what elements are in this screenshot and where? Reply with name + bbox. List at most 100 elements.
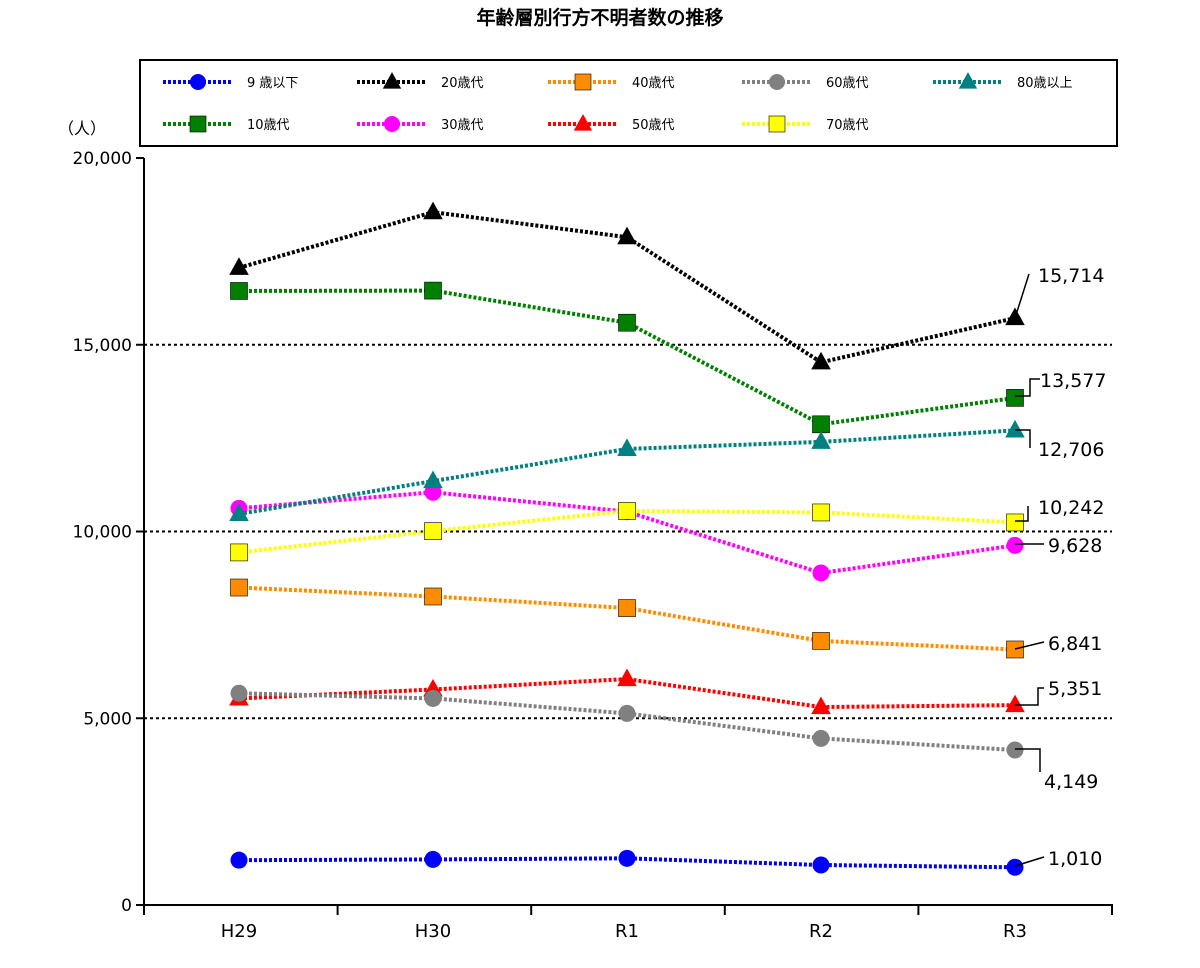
series-8-point-1: [423, 470, 443, 489]
end-label-4: 6,841: [1048, 633, 1102, 655]
end-label-3: 9,628: [1048, 535, 1102, 557]
x-tick-label: R1: [615, 921, 639, 942]
series-6-point-1: [424, 689, 442, 707]
legend-item-6: 60歳代: [742, 74, 869, 91]
end-label-leader-6: [1015, 748, 1041, 772]
series-0-point-1: [424, 850, 442, 868]
series-0-point-3: [812, 856, 830, 874]
series-0-point-4: [1006, 858, 1024, 876]
legend-marker: [769, 74, 785, 90]
series-4-point-1: [424, 587, 442, 606]
series-7-point-0: [230, 543, 248, 562]
legend-label: 80歳以上: [1017, 76, 1073, 91]
end-label-0: 1,010: [1048, 848, 1102, 870]
end-label-leader-1: [1015, 378, 1040, 397]
series-1-point-4: [1006, 389, 1024, 407]
series-line-1: [238, 288, 1016, 427]
series-8-point-0: [229, 503, 249, 521]
legend-box: [139, 59, 1118, 147]
legend-marker: [574, 73, 592, 91]
series-8-point-3: [811, 431, 831, 449]
y-tick-label: 10,000: [73, 523, 132, 543]
legend-marker: [190, 74, 206, 90]
legend-label: 40歳代: [632, 76, 675, 91]
y-tick-label: 20,000: [73, 149, 132, 169]
series-line-4: [238, 585, 1016, 652]
series-8-point-2: [617, 438, 637, 456]
series-3-point-3: [812, 564, 830, 582]
legend-marker: [768, 115, 786, 133]
legend-marker: [189, 115, 207, 133]
legend-item-7: 70歳代: [742, 115, 869, 133]
series-4-point-3: [812, 632, 830, 650]
series-5-point-3: [811, 696, 831, 715]
series-5-point-4: [1005, 694, 1025, 713]
end-label-leader-5: [1015, 687, 1044, 706]
series-1-point-3: [812, 415, 830, 434]
legend-item-8: 80歳以上: [933, 72, 1073, 91]
series-6-point-0: [230, 684, 248, 702]
end-labels: 1,010 13,577 15,714 9,628 6,841 5,351 4,149 10,…: [1014, 265, 1106, 870]
end-label-2: 15,714: [1038, 265, 1104, 287]
legend-marker: [382, 72, 402, 89]
legend-item-2: 20歳代: [357, 72, 484, 91]
series-line-8: [238, 428, 1016, 516]
end-label-1: 13,577: [1040, 370, 1106, 392]
series-7-point-3: [812, 503, 830, 522]
x-tick-label: H30: [415, 921, 451, 942]
grid-lines: [144, 343, 1112, 720]
legend-label: 50歳代: [632, 118, 675, 133]
series-2-point-3: [811, 351, 831, 370]
series-8-point-4: [1005, 419, 1025, 438]
legend-item-0: 9 歳以下: [163, 74, 298, 91]
legend-marker: [384, 116, 400, 132]
series-3-point-4: [1006, 536, 1024, 554]
y-tick-label: 15,000: [73, 336, 132, 356]
series-4-point-0: [230, 578, 248, 597]
chart-title: 年齢層別行方不明者数の推移: [476, 6, 723, 29]
series-5-point-2: [617, 668, 637, 687]
legend-item-4: 40歳代: [548, 73, 675, 91]
y-tick-label: 0: [121, 896, 132, 916]
legend-marker: [573, 114, 593, 131]
series-6-point-3: [812, 729, 830, 747]
series-1-point-1: [424, 281, 442, 300]
legend-label: 20歳代: [441, 76, 484, 91]
series-0-point-0: [230, 851, 248, 869]
end-label-leader-2: [1014, 273, 1030, 319]
y-tick-label: 5,000: [83, 709, 132, 729]
end-label-8: 12,706: [1038, 439, 1104, 461]
legend-item-1: 10歳代: [163, 115, 290, 133]
legend-label: 10歳代: [247, 118, 290, 133]
series-6-point-4: [1006, 741, 1024, 759]
legend: 9 歳以下 20歳代 40歳代 60歳代 80歳以上 10歳代 30歳代 50歳代 70歳代: [163, 72, 1073, 133]
legend-label: 30歳代: [441, 118, 484, 133]
series-7-point-4: [1006, 513, 1024, 532]
axes: 0 5,000 10,000 15,000 20,000 H29 H30 R1 R2 R3: [73, 149, 1113, 942]
series-4-point-4: [1006, 640, 1024, 659]
legend-label: 60歳代: [826, 76, 869, 91]
x-tick-label: R3: [1003, 921, 1027, 942]
end-label-7: 10,242: [1038, 497, 1104, 519]
y-axis-unit-label: （人）: [58, 119, 106, 138]
end-label-6: 4,149: [1044, 771, 1098, 793]
series-7-point-1: [424, 522, 442, 540]
series-4-point-2: [618, 599, 636, 617]
series-6-point-2: [618, 704, 636, 722]
series-0-point-2: [618, 849, 636, 867]
end-label-leader-4: [1014, 641, 1045, 650]
end-label-leader-0: [1014, 856, 1045, 867]
x-tick-label: H29: [221, 921, 257, 942]
series-2-point-0: [229, 257, 249, 275]
series-group: [229, 201, 1025, 876]
series-7-point-2: [618, 502, 636, 520]
legend-label: 70歳代: [826, 118, 869, 133]
end-label-leader-8: [1015, 429, 1031, 448]
end-label-5: 5,351: [1048, 678, 1102, 700]
legend-item-5: 50歳代: [548, 114, 675, 133]
series-1-point-0: [230, 282, 248, 300]
legend-marker: [958, 72, 978, 89]
legend-label: 9 歳以下: [247, 76, 298, 91]
